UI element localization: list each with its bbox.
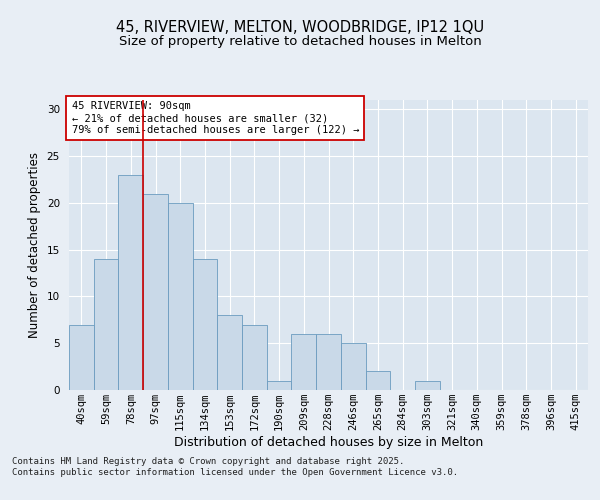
Y-axis label: Number of detached properties: Number of detached properties bbox=[28, 152, 41, 338]
Bar bbox=[415, 380, 440, 390]
Bar bbox=[292, 334, 316, 390]
Bar bbox=[217, 315, 242, 390]
Bar bbox=[94, 259, 118, 390]
Bar bbox=[143, 194, 168, 390]
X-axis label: Distribution of detached houses by size in Melton: Distribution of detached houses by size … bbox=[174, 436, 483, 449]
Bar bbox=[365, 372, 390, 390]
Text: Size of property relative to detached houses in Melton: Size of property relative to detached ho… bbox=[119, 35, 481, 48]
Bar bbox=[242, 324, 267, 390]
Text: 45, RIVERVIEW, MELTON, WOODBRIDGE, IP12 1QU: 45, RIVERVIEW, MELTON, WOODBRIDGE, IP12 … bbox=[116, 20, 484, 35]
Bar bbox=[118, 175, 143, 390]
Bar bbox=[316, 334, 341, 390]
Text: 45 RIVERVIEW: 90sqm
← 21% of detached houses are smaller (32)
79% of semi-detach: 45 RIVERVIEW: 90sqm ← 21% of detached ho… bbox=[71, 102, 359, 134]
Bar bbox=[341, 343, 365, 390]
Bar bbox=[69, 324, 94, 390]
Bar bbox=[193, 259, 217, 390]
Bar bbox=[168, 203, 193, 390]
Bar bbox=[267, 380, 292, 390]
Text: Contains HM Land Registry data © Crown copyright and database right 2025.
Contai: Contains HM Land Registry data © Crown c… bbox=[12, 458, 458, 477]
